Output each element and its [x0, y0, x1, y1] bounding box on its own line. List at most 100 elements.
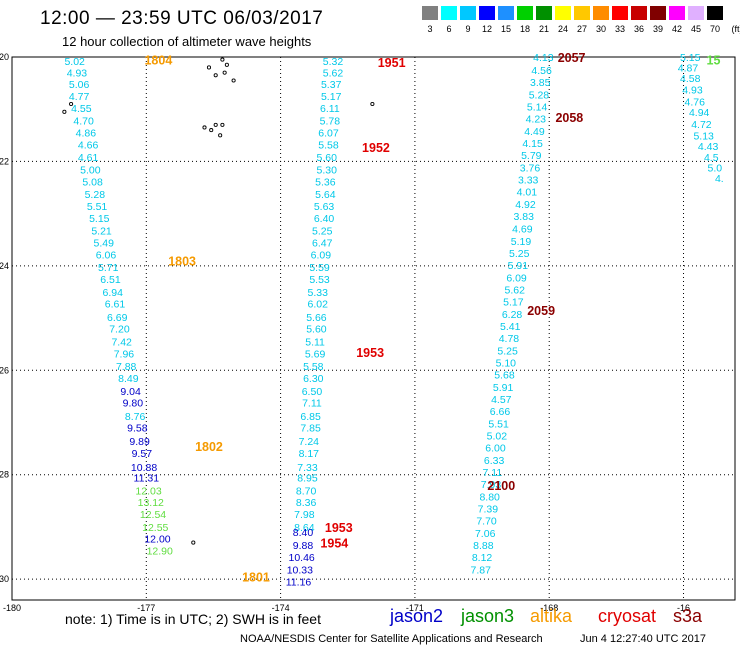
wave-height-value: 5.08: [82, 176, 103, 188]
wave-height-value: 7.33: [297, 462, 318, 474]
wave-height-value: 7.88: [116, 361, 137, 373]
island: [213, 122, 218, 127]
lat-tick-label: -26: [0, 365, 9, 375]
scale-swatch-39: [650, 6, 666, 20]
wave-height-value: 3.85: [530, 77, 551, 89]
wave-height-value: 6.40: [314, 213, 335, 225]
wave-height-value: 9.57: [132, 448, 153, 460]
wave-height-value: 3.83: [513, 211, 534, 223]
issued-timestamp: Jun 4 12:27:40 UTC 2017: [580, 633, 706, 645]
wave-height-value: 5.33: [308, 287, 329, 299]
scale-label-45: 45: [690, 24, 701, 34]
legend-altika: altika: [530, 606, 573, 626]
wave-height-value: 4.61: [78, 152, 99, 164]
lat-tick-label: -24: [0, 261, 9, 271]
wave-height-value: 6.94: [103, 287, 124, 299]
wave-height-value: 8.64: [294, 522, 315, 534]
map-frame: [11, 56, 736, 601]
wave-height-value: 6.11: [320, 103, 340, 115]
wave-height-value: 7.98: [294, 509, 315, 521]
wave-height-value: 5.41: [500, 321, 521, 333]
scale-label-24: 24: [557, 24, 568, 34]
scale-swatch-21: [536, 6, 552, 20]
wave-height-value: 6.47: [312, 237, 333, 249]
scale-swatch-36: [631, 6, 647, 20]
wave-height-value: 4.23: [526, 114, 547, 126]
wave-height-value: 8.40: [293, 527, 314, 539]
wave-height-value: 5.02: [64, 56, 85, 68]
scale-swatch-18: [517, 6, 533, 20]
page-subtitle: 12 hour collection of altimeter wave hei…: [62, 34, 312, 49]
wave-height-value: 6.51: [100, 274, 121, 286]
wave-height-value: 5.51: [488, 419, 509, 431]
wave-height-value: 5.14: [527, 102, 548, 114]
scale-swatch-9: [460, 6, 476, 20]
page-title: 12:00 — 23:59 UTC 06/03/2017: [40, 8, 324, 29]
lon-tick-label: -180: [3, 603, 21, 613]
scale-swatch-6: [441, 6, 457, 20]
scale-swatch-15: [498, 6, 514, 20]
wave-height-value: 4.13: [533, 52, 554, 64]
lon-tick-label: -174: [272, 603, 290, 613]
wave-height-value: 5.53: [309, 274, 330, 286]
wave-height-value: 5.25: [312, 225, 333, 237]
lon-tick-label: -16: [677, 603, 690, 613]
legend-s3a: s3a: [673, 606, 703, 626]
pass-time-label: 1804: [144, 54, 172, 68]
lon-tick-label: -177: [137, 603, 155, 613]
wave-height-value: 12.54: [140, 509, 166, 521]
wave-height-value: 8.76: [125, 411, 146, 423]
wave-height-value: 3.33: [518, 175, 539, 187]
wave-height-value: 4.78: [499, 333, 520, 345]
wave-height-value: 10.33: [287, 565, 313, 577]
wave-height-value: 5.0: [708, 163, 723, 175]
scale-swatch-3: [422, 6, 438, 20]
wave-height-value: 7.96: [114, 349, 135, 361]
legend-jason2: jason2: [390, 606, 444, 626]
scale-label-18: 18: [519, 24, 530, 34]
pass-time-label: 1801: [242, 571, 270, 585]
wave-height-value: 10.88: [131, 462, 157, 474]
wave-height-value: 8.80: [479, 492, 500, 504]
scale-label-30: 30: [595, 24, 606, 34]
island: [222, 70, 227, 75]
wave-height-value: 4.70: [73, 116, 94, 128]
wave-height-value: 6.00: [485, 443, 506, 455]
wave-height-value: 6.02: [308, 298, 329, 310]
scale-label-42: 42: [671, 24, 682, 34]
wave-height-value: 5.02: [487, 431, 508, 443]
lat-tick-label: -20: [0, 52, 9, 62]
wave-height-value: 6.28: [502, 309, 523, 321]
wave-height-value: 5.00: [80, 164, 101, 176]
island: [209, 128, 214, 133]
wave-height-value: 6.66: [490, 406, 511, 418]
wave-height-value: 6.33: [484, 455, 505, 467]
wave-height-value: 7.93: [481, 479, 502, 491]
wave-height-value: 4.01: [517, 187, 538, 199]
wave-height-value: 7.24: [299, 436, 320, 448]
wave-height-value: 7.06: [475, 528, 496, 540]
lon-tick-label: -171: [406, 603, 424, 613]
wave-height-value: 4.: [715, 173, 724, 185]
wave-height-value: 5.19: [511, 236, 532, 248]
pass-time-label: 15: [707, 54, 721, 68]
wave-height-value: 5.78: [320, 116, 341, 128]
wave-height-value: 8.49: [118, 373, 139, 385]
wave-height-value: 7.39: [478, 504, 499, 516]
wave-height-value: 5.79: [521, 150, 542, 162]
wave-height-value: 4.87: [678, 62, 699, 74]
pass-time-label: 1803: [168, 255, 196, 269]
wave-height-value: 6.85: [300, 411, 321, 423]
wave-height-value: 4.56: [531, 65, 552, 77]
wave-height-value: 8.17: [299, 448, 320, 460]
wave-height-value: 6.09: [506, 272, 527, 284]
scale-label-9: 9: [465, 24, 471, 34]
wave-height-value: 4.72: [691, 119, 712, 131]
wave-height-value: 4.43: [698, 141, 719, 153]
wave-height-value: 12.00: [144, 533, 170, 545]
wave-height-value: 5.49: [94, 237, 115, 249]
legend-jason3: jason3: [461, 606, 515, 626]
wave-height-value: 5.13: [693, 130, 714, 142]
wave-height-value: 4.94: [689, 107, 710, 119]
wave-height-value: 4.77: [69, 91, 90, 103]
